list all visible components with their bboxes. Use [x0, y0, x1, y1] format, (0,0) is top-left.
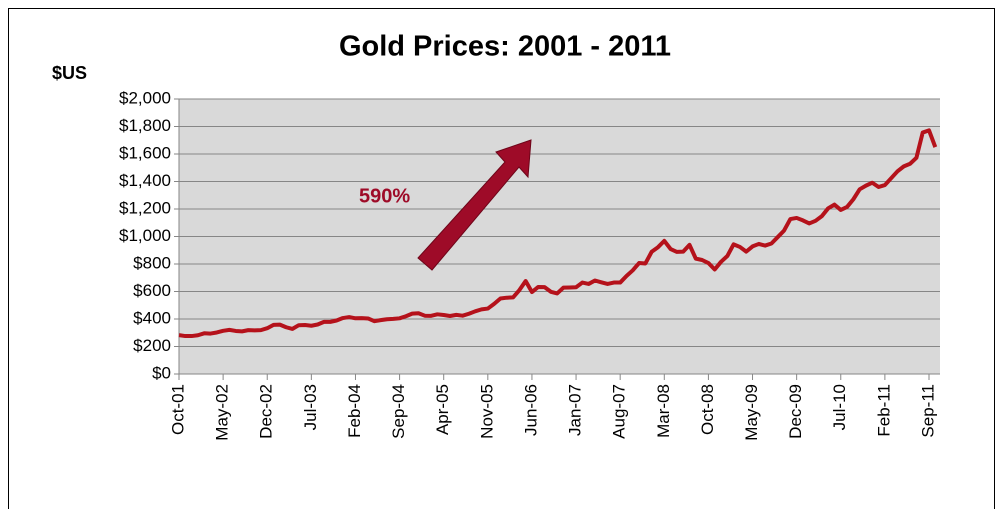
x-tick-label: Feb-04	[345, 384, 364, 438]
x-tick-label: Jan-07	[566, 384, 585, 436]
x-tick-label: Dec-02	[257, 384, 276, 439]
x-tick-label: Feb-11	[874, 384, 893, 437]
x-tick-label: May-09	[742, 384, 761, 441]
y-tick-label: $2,000	[119, 88, 171, 107]
y-tick-label: $800	[133, 253, 171, 272]
x-tick-label: Jun-06	[521, 384, 540, 436]
chart-title: Gold Prices: 2001 - 2011	[339, 31, 671, 63]
y-tick-label: $1,600	[119, 143, 171, 162]
y-tick-label: $1,800	[119, 116, 171, 135]
annotation: 590%	[359, 185, 410, 207]
x-tick-label: Apr-05	[433, 384, 452, 435]
x-tick-label: Jul-10	[830, 384, 849, 430]
y-tick-label: $200	[133, 336, 171, 355]
arrow	[417, 139, 532, 271]
y-tick-label: $400	[133, 308, 171, 327]
x-tick-label: Oct-08	[698, 384, 717, 435]
y-tick-label: $1,000	[119, 226, 171, 245]
x-tick-label: Nov-05	[477, 384, 496, 439]
x-tick-label: Aug-07	[610, 384, 629, 439]
line-series	[178, 128, 938, 339]
y-tick-label: $1,400	[119, 171, 171, 190]
y-tick-label: $1,200	[119, 198, 171, 217]
x-tick-label: Sep-04	[389, 384, 408, 439]
x-tick-label: Oct-01	[168, 384, 187, 435]
x-tick-label: May-02	[213, 384, 232, 441]
y-tick-label: $600	[133, 281, 171, 300]
y-tick-label: $0	[152, 363, 171, 382]
x-tick-label: Mar-08	[654, 384, 673, 438]
x-tick-label: Jul-03	[301, 384, 320, 430]
x-tick-label: Dec-09	[786, 384, 805, 439]
x-tick-label: Sep-11	[918, 384, 937, 438]
y-axis-label: $US	[52, 63, 87, 83]
